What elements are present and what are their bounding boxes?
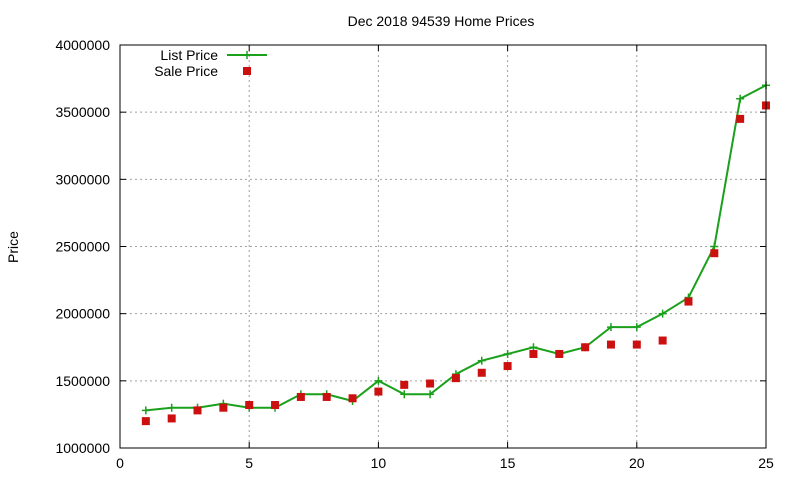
sale-price-point — [451, 374, 460, 383]
sale-price-point — [606, 340, 615, 349]
sale-price-point — [503, 362, 512, 371]
x-tick-label: 25 — [758, 455, 774, 471]
chart-title: Dec 2018 94539 Home Prices — [348, 13, 535, 29]
list-price-point — [658, 309, 667, 318]
list-price-point — [736, 94, 745, 103]
legend-label-list-price: List Price — [160, 47, 218, 63]
list-price-point — [477, 356, 486, 365]
sale-price-point — [193, 406, 202, 415]
sale-price-point — [219, 403, 228, 412]
sale-price-point — [477, 368, 486, 377]
list-price-point — [632, 323, 641, 332]
list-price-point — [503, 349, 512, 358]
y-tick-label: 2000000 — [55, 306, 110, 322]
list-price-point — [141, 406, 150, 415]
list-price-point — [606, 323, 615, 332]
sale-price-point — [581, 343, 590, 352]
sale-price-point — [736, 114, 745, 123]
sale-price-point — [426, 379, 435, 388]
sale-price-point — [141, 417, 150, 426]
sale-price-point — [348, 394, 357, 403]
y-tick-label: 1500000 — [55, 373, 110, 389]
sale-price-point — [555, 349, 564, 358]
sale-price-point — [296, 392, 305, 401]
list-price-point — [400, 390, 409, 399]
legend: List Price Sale Price — [154, 47, 267, 79]
x-tick-label: 0 — [116, 455, 124, 471]
list-price-point — [167, 403, 176, 412]
list-price-line — [145, 84, 767, 412]
sale-price-point — [632, 340, 641, 349]
legend-marker-sale-price — [243, 67, 251, 75]
y-tick-label: 3500000 — [55, 104, 110, 120]
sale-price-point — [529, 349, 538, 358]
sale-price-point — [684, 297, 693, 306]
list-price-point — [710, 242, 719, 251]
sale-price-point — [658, 336, 667, 345]
y-tick-label: 2500000 — [55, 239, 110, 255]
list-price-point — [426, 390, 435, 399]
y-tick-label: 4000000 — [55, 37, 110, 53]
sale-price-point — [400, 380, 409, 389]
grid — [120, 45, 766, 448]
x-tick-label: 5 — [245, 455, 253, 471]
sale-price-point — [271, 401, 280, 410]
legend-label-sale-price: Sale Price — [154, 63, 218, 79]
legend-swatch-sale-price — [243, 67, 251, 75]
x-tick-label: 10 — [371, 455, 387, 471]
sale-price-point — [245, 401, 254, 410]
list-price-point — [529, 343, 538, 352]
legend-swatch-list-price — [227, 51, 267, 59]
sale-price-point — [710, 249, 719, 258]
sale-price-point — [167, 414, 176, 423]
legend-marker-list-price — [243, 51, 251, 59]
plot-area — [141, 81, 770, 426]
y-tick-label: 3000000 — [55, 171, 110, 187]
sale-price-point — [322, 392, 331, 401]
list-price-point — [374, 376, 383, 385]
x-tick-label: 15 — [500, 455, 516, 471]
x-tick-label: 20 — [629, 455, 645, 471]
y-axis-label: Price — [5, 231, 21, 263]
sale-price-point — [374, 387, 383, 396]
axis-ticks: 0 5 10 15 20 25 1000000 1500000 2000000 2500000 30… — [55, 37, 774, 471]
y-tick-label: 1000000 — [55, 440, 110, 456]
